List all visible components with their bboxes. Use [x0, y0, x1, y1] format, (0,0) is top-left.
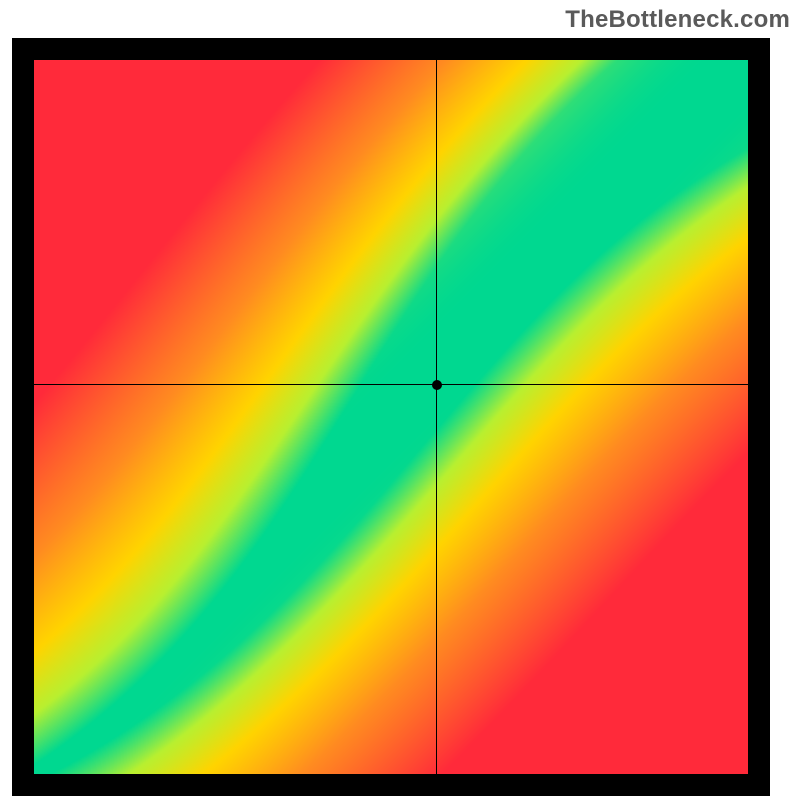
crosshair-dot [432, 380, 442, 390]
plot-area [34, 60, 748, 774]
chart-container: TheBottleneck.com [0, 0, 800, 800]
crosshair-vertical [436, 60, 437, 774]
attribution-text: TheBottleneck.com [565, 6, 790, 34]
crosshair-horizontal [34, 384, 748, 385]
heatmap-canvas [34, 60, 748, 774]
